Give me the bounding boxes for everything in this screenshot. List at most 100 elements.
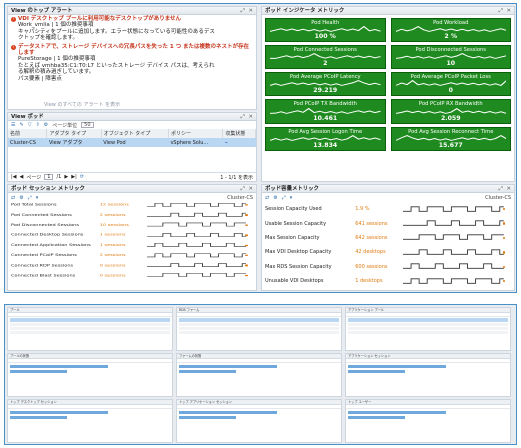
panel-controls-icon[interactable]: ⤢ ✕ — [498, 186, 512, 192]
current-value-dot — [245, 234, 248, 237]
expand-icon[interactable]: ⤢ — [281, 194, 286, 201]
action-icon[interactable]: ✎ — [19, 122, 24, 128]
last-page-icon[interactable]: ▶| — [71, 174, 77, 180]
indicator-tile[interactable]: Pod PCoIP RX Bandwidth 2.059 — [390, 99, 511, 124]
filter-icon[interactable]: ▽ — [27, 122, 32, 128]
column-header[interactable]: 名前 — [8, 129, 48, 138]
metric-sparkline — [146, 223, 247, 227]
refresh-icon[interactable]: ⟳ — [79, 174, 84, 180]
page-number-input[interactable]: 1 — [44, 174, 54, 180]
indicator-tile[interactable]: Pod Average PCoIP Packet Loss 0 — [390, 72, 511, 97]
alert-line: る解釈の積み過ぎしています。 — [18, 69, 95, 76]
metric-label: Connected Blast Sessions — [11, 273, 76, 278]
page-label: ページ — [26, 174, 42, 181]
metric-label: Session Capacity Used — [265, 206, 322, 213]
alert-item[interactable]: ! データストアで、ストレージ デバイスへの冗長パスを失った 1 つ または複数… — [8, 43, 256, 83]
policy-cell[interactable]: vSphere Solu... — [168, 138, 223, 147]
thumbnail-toolbar — [8, 359, 172, 363]
alert-title[interactable]: VDI デスクトップ プールに利用可能なデスクトップがありません — [18, 16, 182, 22]
thumbnail-toolbar — [8, 405, 172, 409]
alert-item[interactable]: ! VDI デスクトップ プールに利用可能なデスクトップがありません Work_… — [8, 15, 256, 43]
indicator-tile[interactable]: Pod Workload 2 % — [390, 18, 511, 43]
panel-controls-icon[interactable]: ⤢ ✕ — [240, 186, 254, 192]
metric-row[interactable]: Connected Blast Sessions 0 sessions — [8, 271, 256, 281]
tile-sparkline — [270, 107, 381, 114]
panel-controls-icon[interactable]: ⤢ ✕ — [498, 8, 512, 14]
page-size-select[interactable]: 50 — [81, 122, 94, 128]
current-value-dot — [245, 214, 248, 216]
metric-row[interactable]: Max VDI Desktop Capacity 42 desktops — [262, 245, 514, 259]
metric-label: Connected PCoIP Sessions — [11, 253, 77, 258]
thumbnail-bar — [179, 416, 237, 419]
thumbnail-panel: アプリケーション プール — [345, 307, 511, 351]
indicators-panel: ポッド インジケータ メトリック ⤢ ✕ Pod Health 100 % Pod … — [261, 6, 515, 182]
indicator-tile[interactable]: Pod Connected Sessions 2 — [265, 45, 386, 70]
tile-label: Pod Avg Session Reconnect Time — [408, 128, 494, 135]
indicator-tile[interactable]: Pod Avg Session Reconnect Time 15.677 — [390, 126, 511, 151]
select-icon[interactable]: ☰ — [11, 122, 16, 128]
alert-title[interactable]: データストアで、ストレージ デバイスへの冗長パスを失った 1 つ または複数のネ… — [18, 43, 249, 57]
metric-row[interactable]: Pod Connected Sessions 2 sessions — [8, 210, 256, 220]
tile-sparkline — [270, 26, 381, 33]
metric-row[interactable]: Usable Session Capacity 641 sessions — [262, 216, 514, 230]
capacity-toolbar: ⇄ ⚙ ⤢ ▾ Cluster-CS — [262, 193, 514, 202]
panel-controls-icon[interactable]: ⤢ ✕ — [240, 114, 254, 120]
metric-row[interactable]: Max RDS Session Capacity 600 sessions — [262, 260, 514, 274]
column-header[interactable]: 収集状態 — [222, 129, 256, 138]
next-page-icon[interactable]: ▶ — [64, 174, 69, 180]
metric-row[interactable]: Pod Disconnected Sessions 10 sessions — [8, 220, 256, 230]
metric-sparkline — [146, 202, 247, 207]
thumbnail-toolbar — [177, 405, 341, 409]
metric-row[interactable]: Connected PCoIP Sessions 2 sessions — [8, 250, 256, 260]
metric-value: 600 sessions — [355, 263, 388, 270]
expand-icon[interactable]: ⤢ — [27, 194, 32, 201]
indicator-tile[interactable]: Pod Health 100 % — [265, 18, 386, 43]
tile-sparkline — [395, 134, 506, 141]
tile-label: Pod PCoIP RX Bandwidth — [418, 101, 483, 108]
more-icon[interactable]: ▾ — [35, 194, 39, 201]
link-icon[interactable]: ⇄ — [11, 194, 16, 201]
object-type-cell[interactable]: View Pod — [101, 138, 169, 147]
page-size-label: ページ単位 — [52, 122, 78, 129]
indicator-tile[interactable]: Pod PCoIP TX Bandwidth 10.461 — [265, 99, 386, 124]
current-value-dot — [502, 265, 506, 268]
settings-icon[interactable]: ⚙ — [43, 122, 49, 128]
prev-page-icon[interactable]: ◀ — [19, 174, 24, 180]
metric-row[interactable]: Session Capacity Used 1.9 % — [262, 202, 514, 216]
pods-pager: |◀ ◀ ページ 1 /1 ▶ ▶| ⟳ 1 - 1/1 を表示 — [8, 172, 256, 181]
panel-controls-icon[interactable]: ⤢ ✕ — [240, 8, 254, 14]
metric-row[interactable]: Connected RDP Sessions 0 sessions — [8, 260, 256, 270]
metric-label: Max RDS Session Capacity — [265, 263, 332, 270]
alert-line: クトップを確認します。 — [18, 35, 78, 42]
export-icon[interactable]: ⇪ — [35, 122, 40, 128]
indicator-tile[interactable]: Pod Disconnected Sessions 10 — [390, 45, 511, 70]
table-row[interactable]: Cluster-CS View アダプタ View Pod vSphere So… — [8, 138, 256, 147]
metric-row[interactable]: Connected Application Sessions 1 sessions — [8, 240, 256, 250]
metric-row[interactable]: Connected Desktop Sessions 1 sessions — [8, 230, 256, 240]
column-header[interactable]: ポリシー — [168, 129, 224, 138]
column-header[interactable]: オブジェクト タイプ — [101, 129, 169, 138]
critical-alert-icon: ! — [11, 17, 16, 22]
tile-value: 0 — [448, 87, 453, 95]
alert-line: たとえば vmhba35:C1:T0:L7 といったストレージ デバイス パスは… — [18, 62, 215, 69]
adapter-cell[interactable]: View アダプタ — [46, 138, 102, 147]
current-value-dot — [245, 204, 248, 206]
metric-row[interactable]: Pod Total Sessions 12 sessions — [8, 200, 256, 210]
indicator-tile[interactable]: Pod Avg Session Logon Time 13.834 — [265, 126, 386, 151]
first-page-icon[interactable]: |◀ — [11, 174, 17, 180]
more-icon[interactable]: ▾ — [289, 194, 293, 201]
column-header[interactable]: アダプタ タイプ — [46, 129, 102, 138]
pod-name-cell[interactable]: Cluster-CS — [8, 138, 47, 147]
view-all-alerts-link[interactable]: View のすべての アラート を表示 — [44, 102, 121, 108]
metric-row[interactable]: Unusable VDI Desktops 1 desktops — [262, 274, 514, 288]
indicator-tile[interactable]: Pod Average PCoIP Latency 29.219 — [265, 72, 386, 97]
settings-icon[interactable]: ⚙ — [273, 194, 278, 201]
thumbnail-toolbar — [346, 313, 510, 317]
tile-value: 2 — [323, 60, 328, 68]
current-value-dot — [245, 254, 248, 257]
settings-icon[interactable]: ⚙ — [19, 194, 24, 201]
metric-row[interactable]: Max Session Capacity 642 sessions — [262, 231, 514, 245]
metric-value: 10 sessions — [99, 223, 129, 228]
link-icon[interactable]: ⇄ — [265, 194, 270, 201]
tile-sparkline — [270, 53, 381, 60]
